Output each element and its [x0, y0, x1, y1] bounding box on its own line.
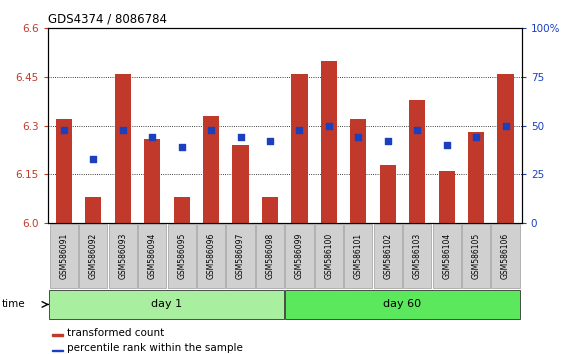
Bar — [498, 74, 514, 223]
Bar — [52, 334, 63, 336]
Text: GSM586100: GSM586100 — [324, 233, 333, 279]
Bar — [350, 119, 366, 223]
Bar — [232, 145, 249, 223]
Point — [236, 135, 245, 140]
Point — [265, 138, 274, 144]
FancyBboxPatch shape — [227, 224, 255, 288]
Bar — [409, 100, 425, 223]
Bar — [56, 119, 72, 223]
Point — [383, 138, 392, 144]
Bar — [439, 171, 455, 223]
Text: GSM586097: GSM586097 — [236, 233, 245, 279]
Bar — [291, 74, 307, 223]
Point — [118, 127, 127, 132]
FancyBboxPatch shape — [462, 224, 490, 288]
Text: GSM586103: GSM586103 — [413, 233, 422, 279]
Text: day 1: day 1 — [151, 299, 182, 309]
Bar — [85, 197, 102, 223]
Text: day 60: day 60 — [383, 299, 421, 309]
Bar — [144, 139, 160, 223]
FancyBboxPatch shape — [403, 224, 431, 288]
Text: GSM586106: GSM586106 — [501, 233, 510, 279]
Point — [501, 123, 510, 129]
Text: GSM586099: GSM586099 — [295, 233, 304, 279]
FancyBboxPatch shape — [491, 224, 519, 288]
Bar — [52, 349, 63, 351]
FancyBboxPatch shape — [49, 290, 284, 319]
Text: GDS4374 / 8086784: GDS4374 / 8086784 — [48, 12, 167, 25]
Point — [295, 127, 304, 132]
FancyBboxPatch shape — [433, 224, 461, 288]
Point — [413, 127, 422, 132]
FancyBboxPatch shape — [79, 224, 108, 288]
FancyBboxPatch shape — [284, 290, 519, 319]
FancyBboxPatch shape — [109, 224, 137, 288]
Text: GSM586095: GSM586095 — [177, 233, 186, 279]
Text: transformed count: transformed count — [67, 328, 164, 338]
FancyBboxPatch shape — [168, 224, 196, 288]
Point — [59, 127, 68, 132]
Text: GSM586091: GSM586091 — [59, 233, 68, 279]
Text: GSM586092: GSM586092 — [89, 233, 98, 279]
FancyBboxPatch shape — [256, 224, 284, 288]
FancyBboxPatch shape — [50, 224, 78, 288]
Text: GSM586096: GSM586096 — [206, 233, 215, 279]
Text: GSM586101: GSM586101 — [354, 233, 363, 279]
Text: GSM586105: GSM586105 — [472, 233, 481, 279]
Point — [148, 135, 157, 140]
Point — [472, 135, 481, 140]
FancyBboxPatch shape — [315, 224, 343, 288]
Text: GSM586102: GSM586102 — [383, 233, 392, 279]
Bar — [203, 116, 219, 223]
FancyBboxPatch shape — [286, 224, 314, 288]
Bar — [173, 197, 190, 223]
Text: GSM586104: GSM586104 — [442, 233, 451, 279]
Bar — [380, 165, 396, 223]
FancyBboxPatch shape — [138, 224, 167, 288]
Bar — [321, 61, 337, 223]
FancyBboxPatch shape — [344, 224, 373, 288]
Bar — [114, 74, 131, 223]
Bar — [262, 197, 278, 223]
Point — [324, 123, 333, 129]
Text: time: time — [2, 299, 25, 309]
Point — [89, 156, 98, 161]
Point — [206, 127, 215, 132]
FancyBboxPatch shape — [197, 224, 225, 288]
Point — [177, 144, 186, 150]
Text: GSM586094: GSM586094 — [148, 233, 157, 279]
Text: percentile rank within the sample: percentile rank within the sample — [67, 343, 242, 353]
Text: GSM586098: GSM586098 — [265, 233, 274, 279]
Point — [442, 142, 451, 148]
Point — [354, 135, 363, 140]
Bar — [468, 132, 484, 223]
Text: GSM586093: GSM586093 — [118, 233, 127, 279]
FancyBboxPatch shape — [374, 224, 402, 288]
